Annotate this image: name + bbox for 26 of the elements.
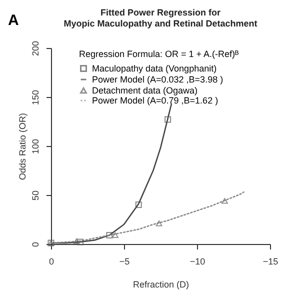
point (76, 238, 84, 246)
y-tick-label: 0 (30, 242, 40, 248)
y-axis-title: Odds Ratio (OR) (18, 112, 28, 180)
x-tick-label: −15 (262, 256, 278, 266)
point (106, 232, 113, 238)
legend-label: Power Model (A=0.79 ,B=1.62 ) (92, 96, 218, 106)
point (73, 238, 80, 244)
point (135, 202, 142, 208)
point (112, 232, 118, 238)
text: A (8, 12, 19, 29)
chart-title: Fitted Power Regression for Myopic Maculopathy and Retinal Detachment (64, 7, 258, 28)
y-tick-label: 50 (30, 190, 40, 201)
legend-label: Maculopathy data (Vongphanit) (92, 64, 217, 74)
x-tick-label: 0 (48, 256, 54, 266)
y-tick-label: 100 (30, 138, 40, 154)
point (222, 198, 228, 204)
legend-title: Regression Formula: OR = 1 + A.(-Ref)ᴮ (79, 49, 240, 59)
x-tick-label: −5 (119, 256, 130, 266)
x-axis-title: Refraction (D) (132, 280, 190, 290)
legend-label: Detachment data (Ogawa) (92, 86, 198, 96)
y-tick-label: 150 (30, 90, 40, 106)
point (164, 116, 172, 123)
legend-label: Power Model (A=0.032 ,B=3.98 ) (92, 74, 224, 84)
x-tick-label: −10 (190, 256, 206, 266)
y-tick-label: 200 (30, 40, 40, 56)
point (156, 220, 162, 226)
